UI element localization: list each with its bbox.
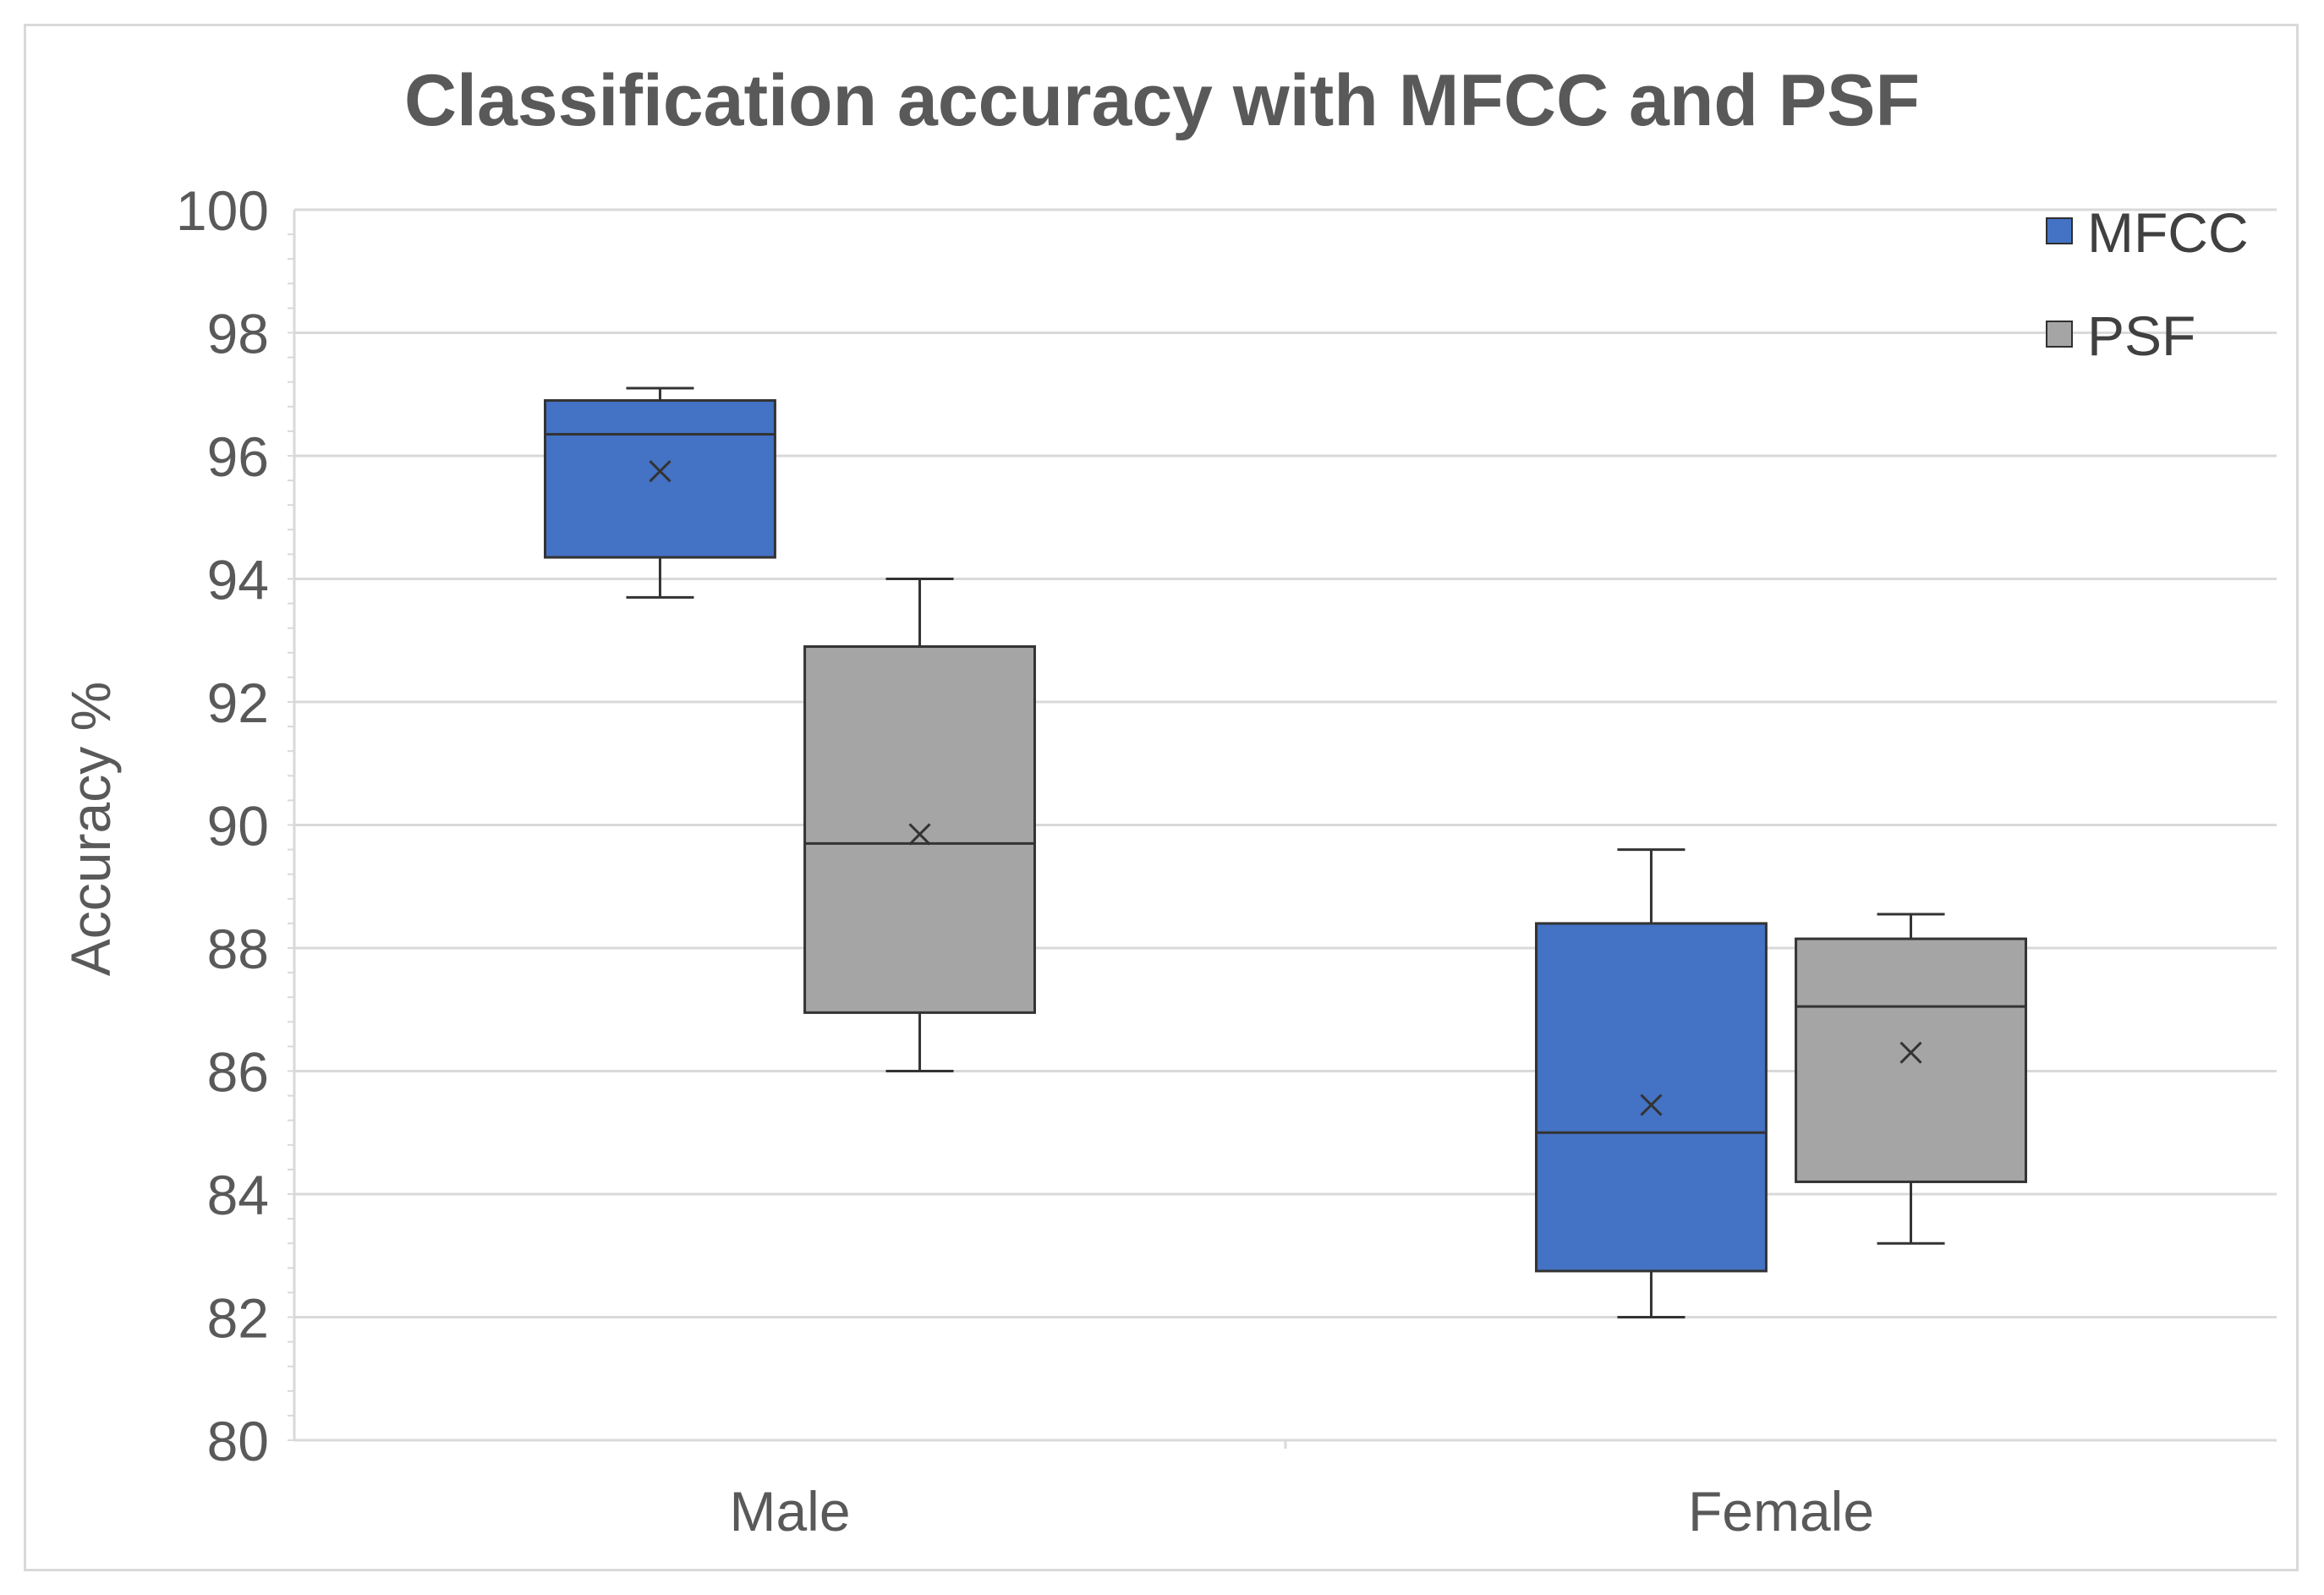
y-tick-label: 100	[176, 179, 269, 242]
chart-frame	[24, 24, 2299, 1571]
gridlines	[294, 208, 2277, 1442]
box-iqr	[803, 645, 1036, 1014]
mean-marker	[908, 823, 931, 846]
x-tick-label: Female	[1688, 1480, 1874, 1543]
y-tick-label: 98	[207, 303, 269, 365]
box-series	[544, 386, 2027, 1318]
legend: MFCC PSF	[2046, 201, 2249, 367]
y-tick-label: 96	[207, 425, 269, 488]
legend-swatch-psf	[2046, 321, 2073, 348]
box-mfcc-male	[544, 386, 776, 599]
y-tick-label: 94	[207, 549, 269, 611]
box-iqr	[544, 399, 776, 559]
y-tick-label: 86	[207, 1041, 269, 1104]
box-psf-male	[803, 578, 1036, 1072]
mean-marker	[1899, 1041, 1922, 1064]
box-iqr	[1795, 937, 2027, 1183]
y-tick-label: 84	[207, 1164, 269, 1226]
y-tick-label: 90	[207, 795, 269, 858]
y-axis-label: Accuracy %	[59, 682, 122, 976]
y-axis-minor-ticks	[288, 210, 1287, 1449]
x-axis-labels: Male Female	[729, 1480, 1874, 1543]
legend-label-psf: PSF	[2087, 304, 2195, 367]
y-tick-label: 92	[207, 671, 269, 734]
x-tick-label: Male	[729, 1480, 850, 1543]
box-iqr	[1535, 922, 1768, 1273]
chart-title: Classification accuracy with MFCC and PS…	[404, 60, 1920, 141]
box-psf-female	[1795, 913, 2027, 1245]
mean-marker	[649, 460, 671, 483]
y-tick-label: 80	[207, 1410, 269, 1472]
legend-swatch-mfcc	[2046, 217, 2073, 244]
mean-marker	[1640, 1093, 1663, 1116]
y-tick-label: 88	[207, 918, 269, 980]
box-mfcc-female	[1535, 848, 1768, 1318]
y-axis-ticks: 80 82 84 86 88 90 92 94 96 98 100	[176, 179, 269, 1472]
legend-label-mfcc: MFCC	[2087, 201, 2249, 264]
y-tick-label: 82	[207, 1287, 269, 1350]
